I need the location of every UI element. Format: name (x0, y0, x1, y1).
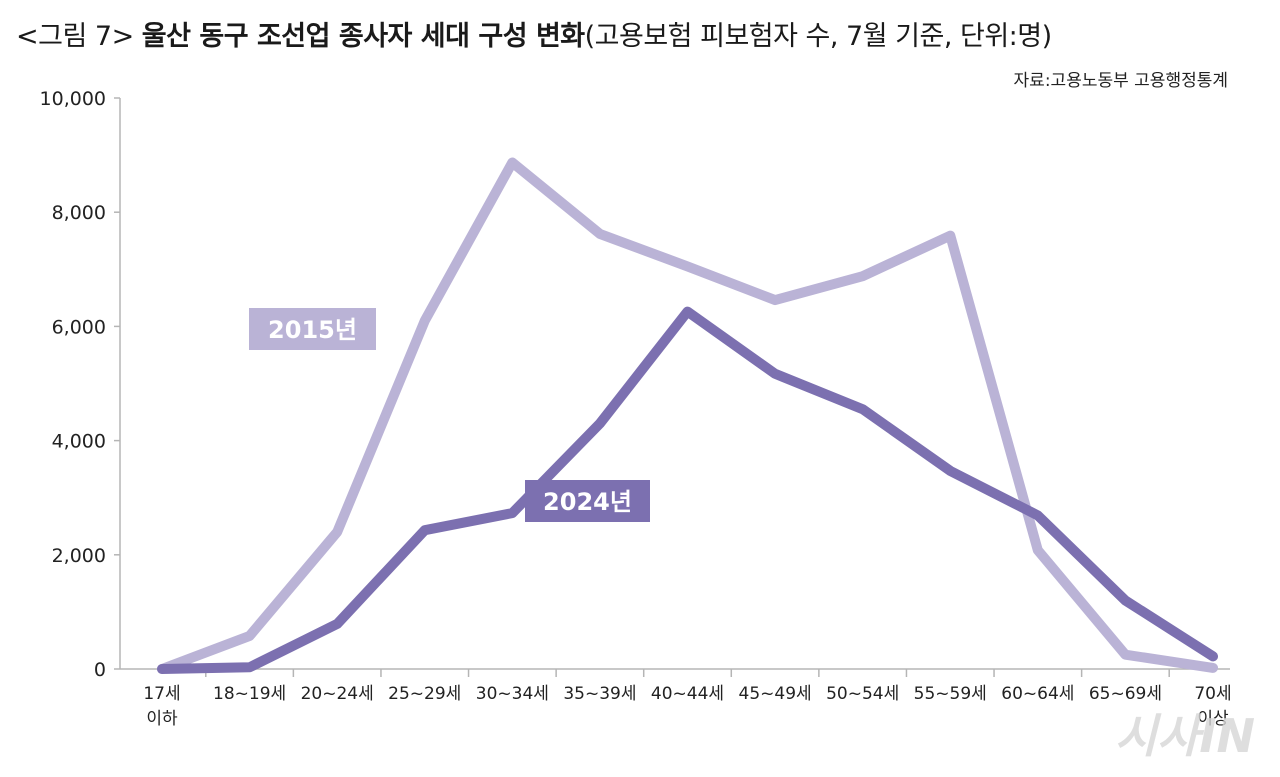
y-tick-label: 2,000 (52, 545, 106, 567)
title-main: 울산 동구 조선업 종사자 세대 구성 변화 (141, 21, 585, 52)
title-prefix: <그림 7> (16, 21, 134, 52)
series-label-box (249, 308, 376, 350)
chart-title: <그림 7> 울산 동구 조선업 종사자 세대 구성 변화(고용보험 피보험자 … (16, 14, 1052, 53)
y-tick-label: 0 (94, 659, 106, 681)
y-tick-label: 6,000 (52, 316, 106, 338)
y-tick-label: 10,000 (40, 88, 106, 110)
x-tick-label: 60~64세 (1001, 684, 1074, 704)
x-tick-label: 20~24세 (301, 684, 374, 704)
watermark-logo: 시사IN (1115, 709, 1255, 763)
series-label-box (525, 480, 650, 522)
x-tick-label: 55~59세 (914, 684, 987, 704)
series-label: 2015년 (268, 316, 357, 344)
x-tick-label: 25~29세 (388, 684, 461, 704)
series-line-2015 (157, 157, 1218, 674)
x-tick-label: 45~49세 (739, 684, 812, 704)
title-suffix: (고용보험 피보험자 수, 7월 기준, 단위:명) (584, 21, 1053, 52)
y-tick-label: 4,000 (52, 431, 106, 453)
x-tick-label: 65~69세 (1089, 684, 1162, 704)
x-tick-label: 35~39세 (563, 684, 636, 704)
x-tick-label: 17세 이하 (143, 684, 180, 729)
y-tick-label: 8,000 (52, 202, 106, 224)
x-tick-label: 30~34세 (476, 684, 549, 704)
x-tick-label: 40~44세 (651, 684, 724, 704)
source-note: 자료:고용노동부 고용행정통계 (1013, 71, 1228, 91)
series-label: 2024년 (543, 488, 632, 516)
x-tick-label: 70세 이상 (1194, 684, 1231, 729)
series-line-2024 (157, 306, 1218, 674)
x-tick-label: 18~19세 (213, 684, 286, 704)
x-tick-label: 50~54세 (826, 684, 899, 704)
